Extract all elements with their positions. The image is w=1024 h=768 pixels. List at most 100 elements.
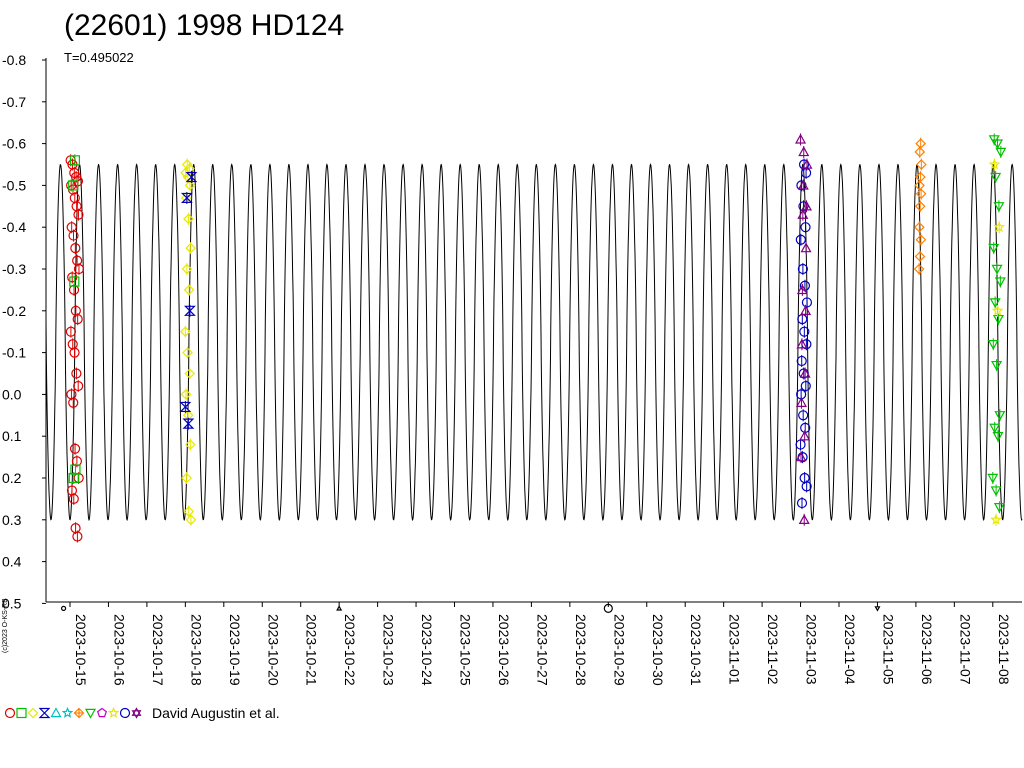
x-tick-label: 2023-11-06 (919, 614, 935, 685)
data-point (69, 276, 80, 287)
data-point (993, 221, 1006, 233)
data-point (69, 155, 80, 166)
data-point (989, 423, 1001, 434)
data-point (184, 439, 196, 450)
observation-series (65, 154, 85, 543)
data-point (995, 147, 1007, 158)
y-tick-label: -0.6 (2, 136, 26, 152)
data-point (180, 167, 192, 179)
data-point (915, 159, 927, 170)
data-point (183, 213, 194, 225)
data-point (800, 200, 813, 211)
data-point (797, 263, 808, 275)
data-point (993, 503, 1005, 513)
data-point (994, 277, 1006, 288)
data-point (181, 263, 193, 275)
stray-marker (336, 605, 343, 611)
data-point (992, 432, 1004, 442)
chart-title: (22601) 1998 HD124 (64, 9, 345, 42)
data-point (183, 284, 195, 296)
data-point (799, 367, 811, 378)
data-point (70, 243, 81, 254)
data-point (800, 305, 812, 315)
data-point (182, 347, 193, 358)
data-point (798, 146, 810, 157)
legend-label: David Augustin et al. (152, 705, 280, 721)
y-tick-label: -0.4 (2, 219, 26, 235)
data-point (68, 493, 79, 504)
y-tick-label: 0.3 (2, 512, 22, 528)
legend: David Augustin et al. (4, 703, 280, 723)
data-point (987, 473, 999, 484)
observation-series (68, 154, 81, 484)
data-point (182, 418, 195, 429)
data-point (71, 368, 82, 379)
model-curve (45, 163, 1023, 522)
data-point (991, 360, 1003, 371)
x-tick-label: 2023-10-19 (227, 614, 243, 686)
data-point (795, 133, 807, 144)
y-tick-label: -0.3 (2, 261, 26, 277)
data-point (798, 514, 810, 525)
data-point (183, 305, 196, 316)
legend-marker (119, 707, 131, 719)
data-point (989, 298, 1001, 309)
stray-marker (60, 605, 67, 612)
stray-marker (874, 606, 881, 612)
legend-marker (50, 707, 62, 718)
data-point (795, 234, 806, 245)
data-point (993, 202, 1005, 213)
x-tick-label: 2023-10-16 (111, 614, 127, 686)
data-point (915, 234, 927, 246)
data-point (914, 146, 926, 158)
x-tick-label: 2023-10-29 (611, 614, 627, 686)
x-tick-label: 2023-10-26 (496, 614, 512, 686)
data-point (994, 411, 1006, 422)
y-tick-label: -0.2 (2, 303, 26, 319)
legend-marker (131, 707, 142, 719)
y-tick-label: 0.0 (2, 386, 22, 402)
y-tick-label: 0.1 (2, 428, 22, 444)
data-point (796, 497, 808, 509)
data-point (73, 263, 85, 275)
x-tick-label: 2023-10-25 (458, 614, 474, 686)
data-point (184, 368, 196, 379)
x-tick-label: 2023-10-30 (650, 614, 666, 686)
data-point (184, 180, 196, 191)
data-point (915, 188, 927, 200)
data-point (990, 172, 1002, 183)
data-point (73, 380, 84, 392)
stray-markers (60, 603, 881, 614)
data-point (65, 326, 77, 337)
data-point (180, 389, 192, 400)
x-tick-label: 2023-10-20 (265, 614, 281, 686)
model-curve-layer (45, 163, 1023, 522)
data-point (801, 481, 812, 492)
x-tick-label: 2023-10-27 (534, 614, 550, 686)
x-tick-label: 2023-11-03 (804, 614, 820, 685)
data-point (991, 264, 1003, 275)
period-label: T=0.495022 (64, 50, 134, 65)
data-point (185, 171, 198, 183)
axes (45, 58, 1022, 603)
data-point (68, 397, 79, 408)
x-tick-label: 2023-10-15 (73, 614, 89, 686)
data-point (179, 401, 192, 413)
legend-marker (73, 707, 85, 719)
data-point (796, 284, 808, 295)
legend-marker (38, 707, 51, 719)
data-point (799, 326, 810, 337)
data-point (70, 464, 81, 475)
data-point (991, 304, 1004, 316)
x-tick-label: 2023-10-28 (573, 614, 589, 686)
observation-series (913, 137, 927, 275)
data-point (796, 355, 807, 367)
copyright-note: (c)2023 O-KS-RB (2, 598, 9, 653)
data-point (990, 513, 1002, 525)
x-axis-ticks: 2023-10-15 2023-10-16 2023-10-17 2023-10-18… (69, 602, 1012, 686)
x-tick-label: 2023-11-04 (842, 614, 858, 685)
y-tick-label: 0.2 (2, 470, 22, 486)
x-tick-label: 2023-10-23 (381, 614, 397, 686)
data-point (914, 180, 925, 191)
